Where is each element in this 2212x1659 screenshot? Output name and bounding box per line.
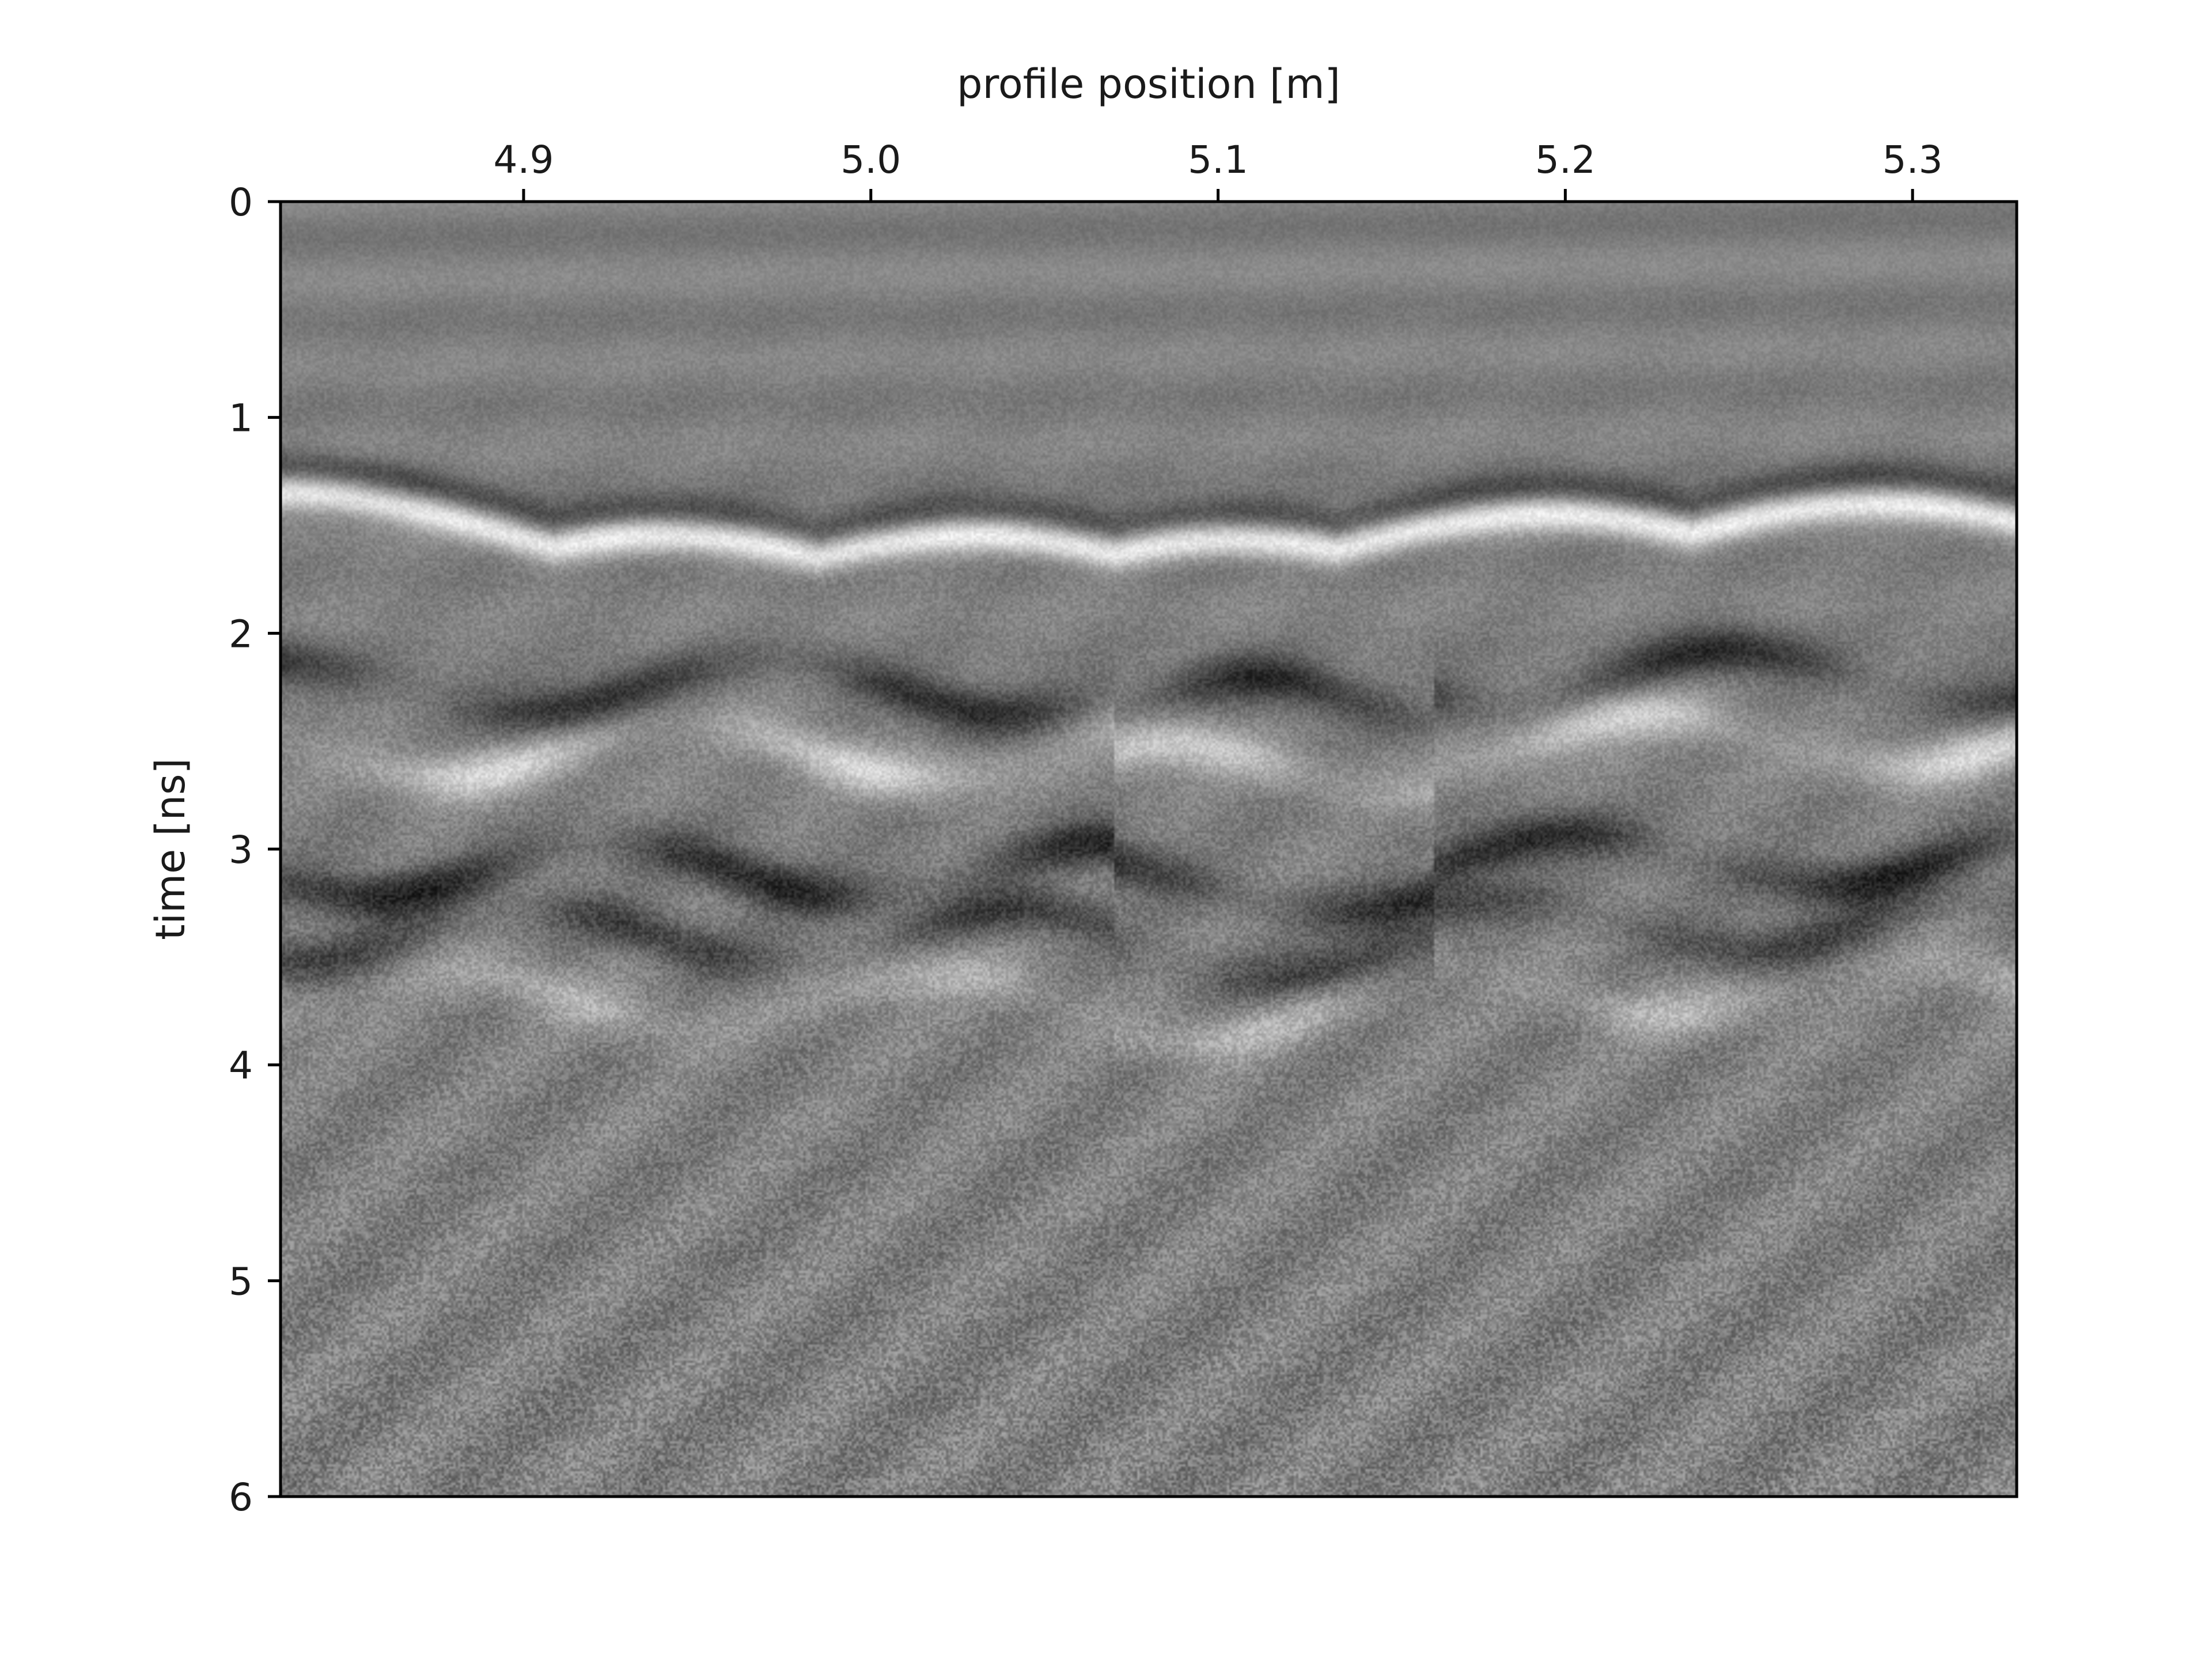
x-tick-label: 5.2 [1535,138,1596,182]
y-tick-label: 5 [229,1259,253,1304]
x-tick-label: 4.9 [493,138,554,182]
y-tick-label: 4 [229,1044,253,1088]
x-axis-label: profile position [m] [957,60,1340,108]
y-tick-label: 0 [229,180,253,225]
y-tick-label: 6 [229,1475,253,1520]
x-tick-label: 5.0 [840,138,901,182]
radargram-image [281,202,2017,1497]
y-tick-label: 1 [229,396,253,441]
y-axis-label: time [ns] [147,758,194,940]
x-tick-label: 5.3 [1883,138,1943,182]
y-axis: 0 1 2 3 4 5 6 [229,180,281,1520]
y-tick-label: 3 [229,828,253,872]
y-tick-label: 2 [229,612,253,656]
x-tick-label: 5.1 [1188,138,1248,182]
x-axis: 4.9 5.0 5.1 5.2 5.3 [493,138,1943,202]
